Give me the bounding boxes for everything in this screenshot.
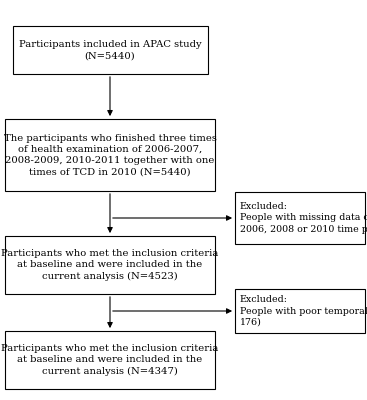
Text: Participants included in APAC study
(N=5440): Participants included in APAC study (N=5… bbox=[19, 40, 201, 60]
Bar bbox=[5, 119, 215, 191]
Text: The participants who finished three times
of health examination of 2006-2007,
20: The participants who finished three time… bbox=[4, 134, 217, 176]
Text: Excluded:
People with missing data of the LDL-C at
2006, 2008 or 2010 time point: Excluded: People with missing data of th… bbox=[240, 202, 367, 234]
Bar bbox=[235, 289, 365, 333]
Bar bbox=[12, 26, 207, 74]
Text: Participants who met the inclusion criteria
at baseline and were included in the: Participants who met the inclusion crite… bbox=[1, 344, 219, 376]
Bar bbox=[235, 192, 365, 244]
Text: Participants who met the inclusion criteria
at baseline and were included in the: Participants who met the inclusion crite… bbox=[1, 249, 219, 281]
Bar bbox=[5, 331, 215, 389]
Bar bbox=[5, 236, 215, 294]
Text: Excluded:
People with poor temporal window (N=
176): Excluded: People with poor temporal wind… bbox=[240, 295, 367, 327]
